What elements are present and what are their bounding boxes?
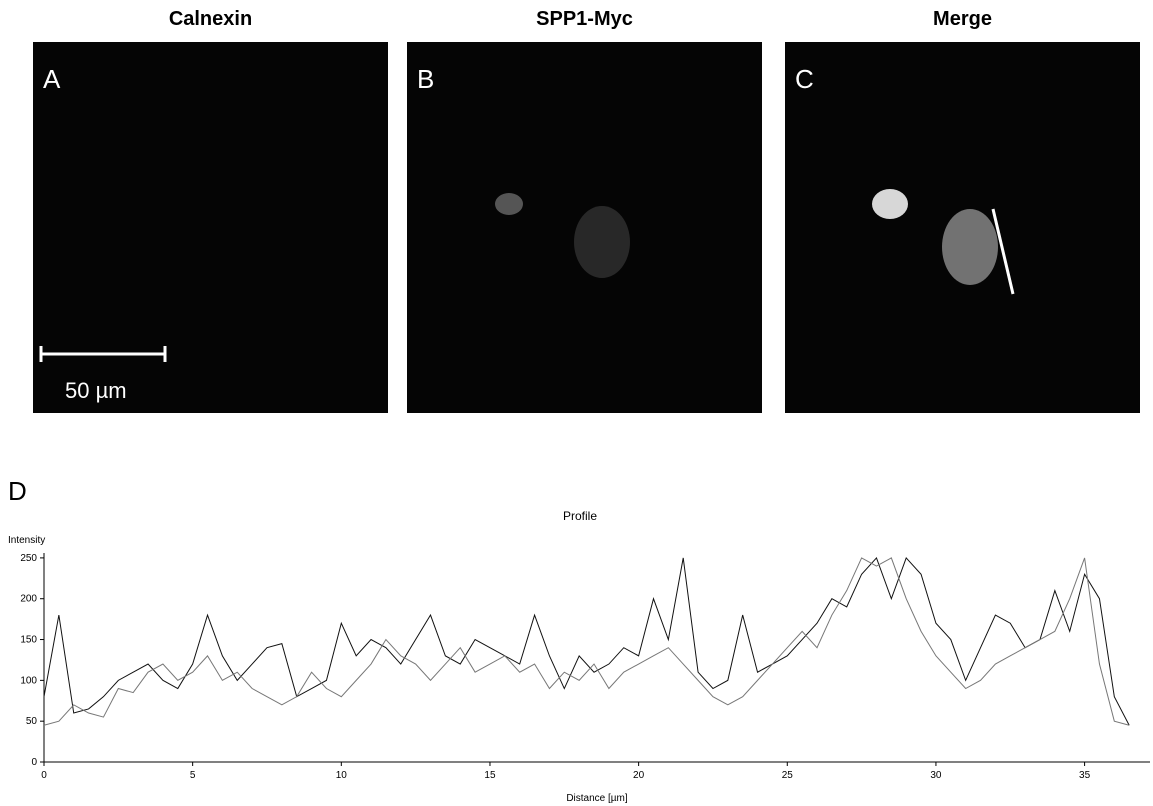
- scale-bar-label: 50 µm: [65, 378, 127, 403]
- micrograph: A 50 µm: [33, 42, 388, 413]
- y-tick-label: 0: [31, 757, 37, 768]
- y-tick-label: 150: [20, 635, 37, 646]
- y-axis-label: Intensity: [8, 535, 45, 546]
- scale-bar: [39, 346, 167, 362]
- profile-line: [43, 557, 1130, 726]
- x-axis-label: Distance [µm]: [566, 793, 628, 804]
- x-tick-label: 30: [930, 770, 942, 781]
- profile-line: [43, 556, 1130, 726]
- cell-signal: [872, 189, 1015, 295]
- x-tick-label: 35: [1079, 770, 1091, 781]
- panel-title: Merge: [933, 8, 992, 30]
- x-tick-label: 15: [484, 770, 496, 781]
- panel-letter: D: [8, 476, 27, 506]
- y-tick-label: 100: [20, 675, 37, 686]
- y-tick-label: 200: [20, 594, 37, 605]
- micrograph: C: [785, 42, 1140, 413]
- panel-title: Calnexin: [168, 8, 253, 30]
- panel-title: SPP1-Myc: [536, 8, 633, 30]
- x-tick-label: 0: [41, 770, 47, 781]
- x-tick-label: 10: [336, 770, 348, 781]
- panel-letter: C: [795, 64, 814, 94]
- chart-title: Profile: [563, 509, 597, 523]
- x-tick-label: 20: [633, 770, 645, 781]
- cell-signal: [495, 193, 630, 278]
- y-tick-label: 250: [20, 553, 37, 564]
- x-tick-label: 5: [190, 770, 196, 781]
- y-tick-label: 50: [26, 716, 38, 727]
- x-tick-label: 25: [782, 770, 794, 781]
- panel-letter: B: [417, 64, 435, 94]
- micrograph: B: [407, 42, 762, 413]
- panel-letter: A: [43, 64, 61, 94]
